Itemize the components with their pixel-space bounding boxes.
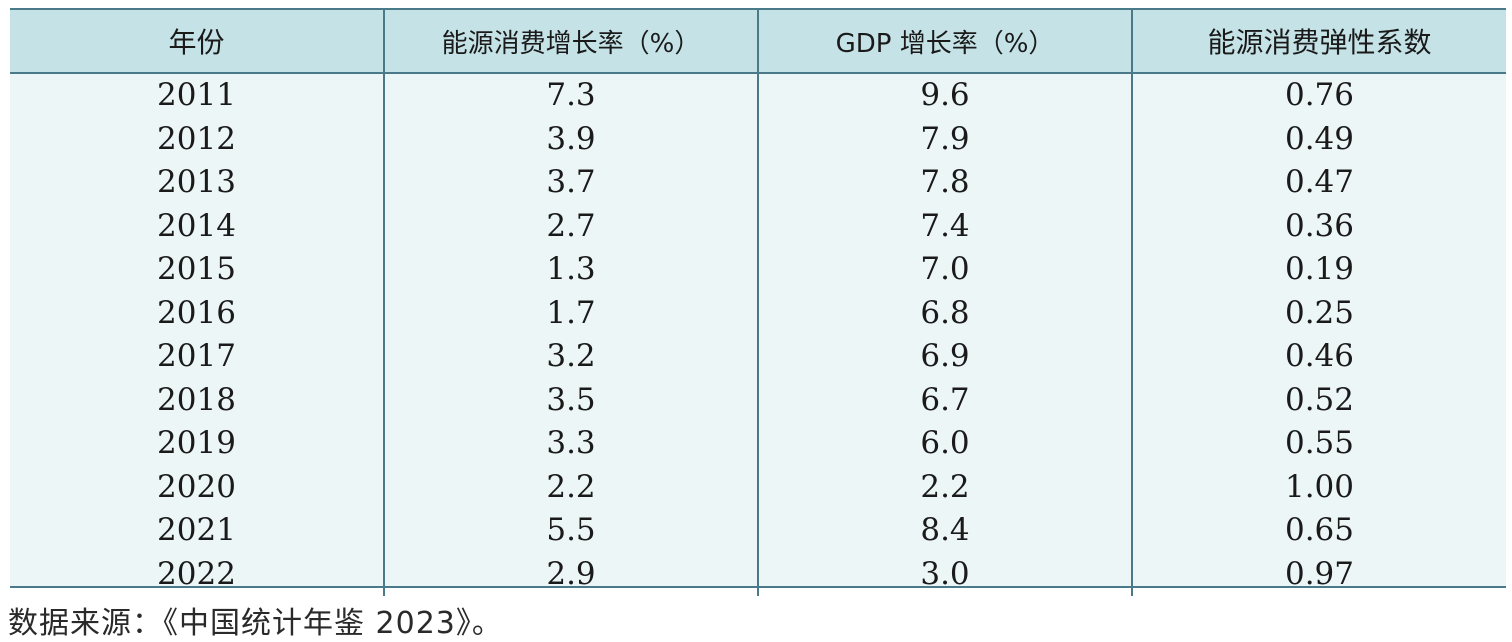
table-row: 2012 3.9 7.9 0.49 <box>10 117 1506 161</box>
cell-gdp-growth: 6.0 <box>757 422 1132 466</box>
header-year: 年份 <box>10 10 384 74</box>
cell-energy-growth: 5.5 <box>383 509 758 553</box>
table-row: 2014 2.7 7.4 0.36 <box>10 204 1506 248</box>
table-row: 2022 2.9 3.0 0.97 <box>10 552 1506 596</box>
table-row: 2015 1.3 7.0 0.19 <box>10 248 1506 292</box>
cell-gdp-growth: 6.7 <box>757 378 1132 422</box>
cell-year: 2017 <box>157 338 236 375</box>
cell-elasticity: 0.47 <box>1131 161 1506 205</box>
cell-gdp-growth: 6.9 <box>757 335 1132 379</box>
cell-year: 2015 <box>157 251 236 288</box>
cell-energy-growth: 1.3 <box>383 248 758 292</box>
cell-year: 2021 <box>157 512 236 549</box>
table-row: 2016 1.7 6.8 0.25 <box>10 291 1506 335</box>
table-row: 2018 3.5 6.7 0.52 <box>10 378 1506 422</box>
cell-energy-growth: 3.7 <box>383 161 758 205</box>
cell-gdp-growth: 2.2 <box>757 465 1132 509</box>
cell-year: 2019 <box>157 425 236 462</box>
table-header-row: 年份 能源消费增长率（%） GDP 增长率（%） 能源消费弹性系数 <box>10 10 1506 74</box>
data-table-container: 年份 能源消费增长率（%） GDP 增长率（%） 能源消费弹性系数 2011 7.… <box>10 8 1506 596</box>
header-elasticity: 能源消费弹性系数 <box>1131 10 1506 74</box>
cell-gdp-growth: 7.4 <box>757 204 1132 248</box>
cell-energy-growth: 1.7 <box>383 291 758 335</box>
header-energy-growth: 能源消费增长率（%） <box>383 10 758 74</box>
cell-energy-growth: 3.3 <box>383 422 758 466</box>
table-row: 2019 3.3 6.0 0.55 <box>10 422 1506 466</box>
cell-elasticity: 0.25 <box>1131 291 1506 335</box>
cell-gdp-growth: 8.4 <box>757 509 1132 553</box>
cell-energy-growth: 3.5 <box>383 378 758 422</box>
cell-gdp-growth: 9.6 <box>757 73 1132 118</box>
cell-year: 2011 <box>157 77 236 114</box>
cell-year: 2013 <box>157 164 236 201</box>
cell-elasticity: 0.52 <box>1131 378 1506 422</box>
cell-gdp-growth: 3.0 <box>757 552 1132 596</box>
cell-elasticity: 1.00 <box>1131 465 1506 509</box>
cell-year: 2018 <box>157 381 236 418</box>
source-note: 数据来源：《中国统计年鉴 2023》。 <box>8 606 503 641</box>
cell-gdp-growth: 7.0 <box>757 248 1132 292</box>
cell-elasticity: 0.76 <box>1131 73 1506 118</box>
cell-elasticity: 0.19 <box>1131 248 1506 292</box>
cell-year: 2016 <box>157 294 236 331</box>
header-gdp-growth: GDP 增长率（%） <box>757 10 1132 74</box>
cell-energy-growth: 7.3 <box>383 73 758 118</box>
table-body: 2011 7.3 9.6 0.76 2012 3.9 7.9 0.49 2013 3.7 7.8 0.… <box>10 73 1506 596</box>
table-row: 2013 3.7 7.8 0.47 <box>10 161 1506 205</box>
table-row: 2017 3.2 6.9 0.46 <box>10 335 1506 379</box>
table-row: 2021 5.5 8.4 0.65 <box>10 509 1506 553</box>
cell-elasticity: 0.55 <box>1131 422 1506 466</box>
cell-year: 2022 <box>157 555 236 592</box>
cell-energy-growth: 2.2 <box>383 465 758 509</box>
cell-gdp-growth: 7.8 <box>757 161 1132 205</box>
cell-energy-growth: 2.9 <box>383 552 758 596</box>
cell-gdp-growth: 7.9 <box>757 117 1132 161</box>
cell-year: 2012 <box>157 120 236 157</box>
cell-elasticity: 0.65 <box>1131 509 1506 553</box>
cell-year: 2014 <box>157 207 236 244</box>
cell-gdp-growth: 6.8 <box>757 291 1132 335</box>
cell-elasticity: 0.36 <box>1131 204 1506 248</box>
cell-elasticity: 0.49 <box>1131 117 1506 161</box>
cell-energy-growth: 3.9 <box>383 117 758 161</box>
table-row: 2011 7.3 9.6 0.76 <box>10 73 1506 118</box>
cell-energy-growth: 3.2 <box>383 335 758 379</box>
cell-year: 2020 <box>157 468 236 505</box>
cell-energy-growth: 2.7 <box>383 204 758 248</box>
cell-elasticity: 0.46 <box>1131 335 1506 379</box>
table-row: 2020 2.2 2.2 1.00 <box>10 465 1506 509</box>
energy-gdp-table: 年份 能源消费增长率（%） GDP 增长率（%） 能源消费弹性系数 2011 7.… <box>10 10 1506 596</box>
cell-elasticity: 0.97 <box>1131 552 1506 596</box>
